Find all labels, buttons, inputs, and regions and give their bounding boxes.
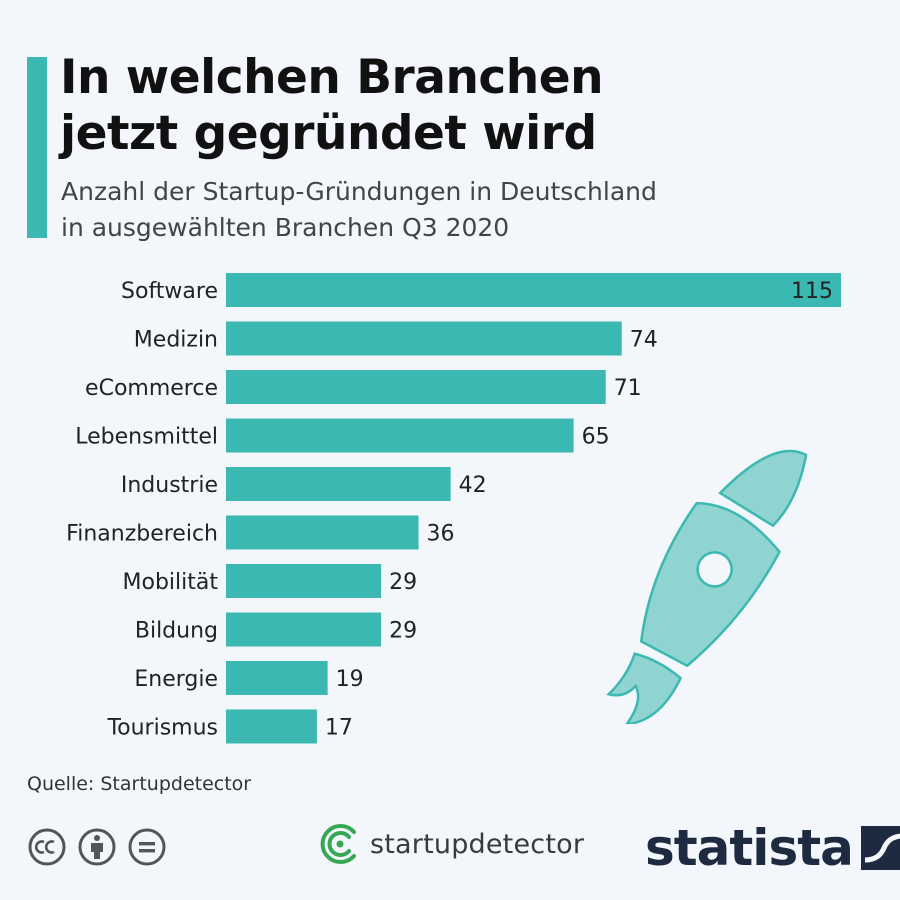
partner-logo[interactable]: startupdetector — [318, 822, 584, 866]
category-label: Software — [121, 279, 218, 304]
category-label: Energie — [134, 667, 218, 692]
brand-name: statista — [645, 819, 854, 877]
subtitle-line-1: Anzahl der Startup-Gründungen in Deutsch… — [61, 177, 657, 206]
bar — [226, 515, 419, 550]
bar-chart: Software 115 Medizin 74 eCommerce 71 Lebensmit… — [66, 273, 841, 744]
title-accent-bar — [27, 57, 47, 238]
chart-subtitle: Anzahl der Startup-Gründungen in Deutsch… — [61, 174, 761, 246]
value-label: 29 — [389, 619, 417, 644]
category-label: Industrie — [121, 473, 218, 498]
bar — [226, 321, 622, 356]
category-label: Finanzbereich — [66, 522, 218, 547]
license-icons — [27, 827, 167, 867]
value-label: 36 — [427, 522, 455, 547]
value-label: 74 — [630, 328, 658, 353]
value-label: 19 — [336, 667, 364, 692]
value-label: 65 — [582, 425, 610, 450]
partner-name: startupdetector — [370, 828, 585, 860]
title-line-2: jetzt gegründet wird — [60, 106, 597, 161]
category-label: Bildung — [135, 619, 218, 644]
category-label: Tourismus — [106, 716, 218, 741]
bar — [226, 370, 606, 404]
value-label: 71 — [614, 376, 642, 401]
title-line-1: In welchen Branchen — [60, 50, 604, 105]
bar — [226, 661, 328, 695]
category-label: Lebensmittel — [75, 425, 218, 450]
source-note: Quelle: Startupdetector — [27, 773, 252, 795]
bar — [226, 418, 574, 453]
bar — [226, 564, 382, 598]
category-label: eCommerce — [85, 376, 218, 401]
statista-mark-icon — [860, 826, 900, 870]
no-derivatives-icon[interactable] — [127, 827, 167, 867]
attribution-icon[interactable] — [77, 827, 117, 867]
startupdetector-logo-icon — [320, 824, 356, 864]
category-label: Mobilität — [123, 570, 219, 595]
bar — [226, 709, 317, 744]
value-label: 29 — [389, 570, 417, 595]
value-label: 115 — [791, 279, 833, 304]
chart-title: In welchen Branchen jetzt gegründet wird — [60, 50, 760, 162]
bar — [226, 467, 451, 501]
subtitle-line-2: in ausgewählten Branchen Q3 2020 — [61, 213, 510, 242]
bar — [226, 273, 841, 307]
category-label: Medizin — [134, 328, 218, 353]
statista-logo[interactable]: statista — [645, 818, 900, 878]
cc-icon[interactable] — [27, 827, 67, 867]
bar — [226, 612, 382, 647]
value-label: 17 — [325, 716, 353, 741]
rocket-icon — [606, 449, 808, 724]
value-label: 42 — [459, 473, 487, 498]
